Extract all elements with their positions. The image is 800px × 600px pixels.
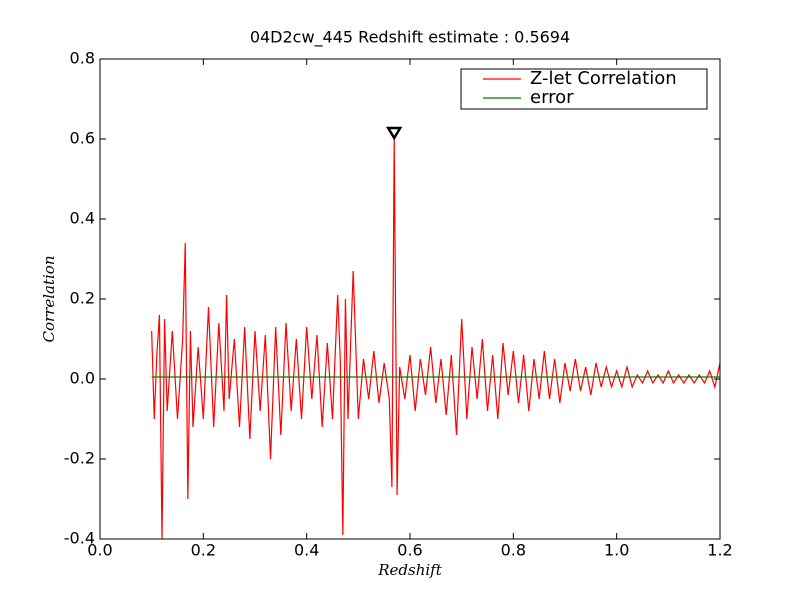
y-axis-label: Correlation <box>40 256 58 343</box>
y-tick-label: 0.4 <box>70 209 95 228</box>
x-tick-label: 0.0 <box>87 541 112 560</box>
x-tick-label: 1.0 <box>604 541 629 560</box>
y-tick-label: 0.8 <box>70 49 95 68</box>
plot-frame <box>99 58 721 540</box>
x-tick-label: 0.8 <box>501 541 526 560</box>
x-axis-label: Redshift <box>377 561 442 579</box>
peak-marker <box>385 126 403 141</box>
x-tick-label: 0.4 <box>294 541 319 560</box>
y-tick-label: -0.4 <box>64 529 95 548</box>
legend-label: Z-let Correlation <box>530 68 677 89</box>
data-line <box>151 138 720 539</box>
x-tick-label: 0.6 <box>397 541 422 560</box>
y-tick-label: -0.2 <box>64 449 95 468</box>
y-tick-label: 0.0 <box>70 369 95 388</box>
y-tick-label: 0.6 <box>70 129 95 148</box>
legend-box <box>460 68 708 110</box>
legend-label: error <box>530 87 574 108</box>
x-tick-label: 0.2 <box>191 541 216 560</box>
y-tick-label: 0.2 <box>70 289 95 308</box>
x-tick-label: 1.2 <box>707 541 732 560</box>
chart-title: 04D2cw_445 Redshift estimate : 0.5694 <box>250 28 570 48</box>
